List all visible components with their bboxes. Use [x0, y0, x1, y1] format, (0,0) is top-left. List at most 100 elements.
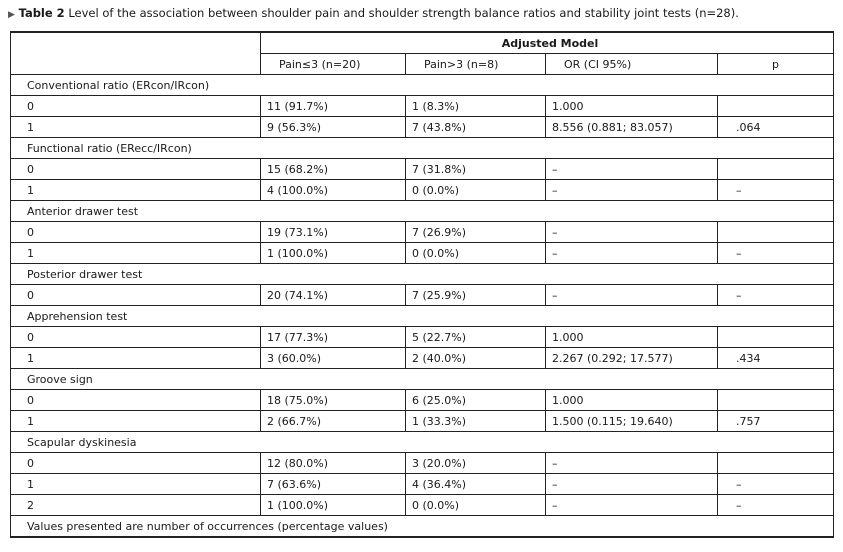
- odds-ratio-cell: 1.000: [545, 326, 718, 348]
- table-row: 0 18 (75.0%) 6 (25.0%) 1.000: [10, 389, 835, 411]
- group-row: Groove sign: [9, 368, 835, 390]
- level-cell: 0: [10, 221, 261, 243]
- pain-low-cell: 4 (100.0%): [260, 179, 406, 201]
- pain-low-cell: 12 (80.0%): [260, 452, 406, 474]
- results-table: Adjusted Model Pain≤3 (n=20) Pain>3 (n=8…: [9, 31, 835, 538]
- level-cell: 1: [10, 179, 261, 201]
- table-row: 0 17 (77.3%) 5 (22.7%) 1.000: [10, 326, 835, 348]
- pain-high-cell: 0 (0.0%): [405, 494, 546, 516]
- pain-high-cell: 0 (0.0%): [405, 242, 546, 264]
- p-value-cell: [716, 389, 835, 411]
- column-header-p: p: [716, 53, 835, 75]
- odds-ratio-cell: –: [545, 473, 718, 495]
- level-cell: 0: [10, 95, 261, 117]
- pain-low-cell: 1 (100.0%): [260, 494, 406, 516]
- pain-low-cell: 7 (63.6%): [260, 473, 406, 495]
- pain-low-cell: 3 (60.0%): [260, 347, 406, 369]
- caption-label: Table 2: [18, 6, 65, 20]
- odds-ratio-cell: –: [545, 158, 718, 180]
- odds-ratio-cell: –: [545, 452, 718, 474]
- group-label: Apprehension test: [9, 305, 835, 327]
- level-cell: 0: [10, 284, 261, 306]
- group-row: Functional ratio (ERecc/IRcon): [9, 137, 835, 159]
- table-row: 0 20 (74.1%) 7 (25.9%) – –: [10, 284, 835, 306]
- level-cell: 1: [10, 242, 261, 264]
- column-header-pain-high: Pain>3 (n=8): [405, 53, 546, 75]
- odds-ratio-cell: –: [545, 179, 718, 201]
- odds-ratio-cell: 1.000: [545, 389, 718, 411]
- level-cell: 0: [10, 158, 261, 180]
- header-empty-cell: [10, 53, 261, 75]
- header-empty-cell: [10, 31, 261, 54]
- odds-ratio-cell: –: [545, 221, 718, 243]
- group-row: Scapular dyskinesia: [9, 431, 835, 453]
- group-row: Anterior drawer test: [9, 200, 835, 222]
- pain-high-cell: 2 (40.0%): [405, 347, 546, 369]
- level-cell: 0: [10, 389, 261, 411]
- pain-low-cell: 15 (68.2%): [260, 158, 406, 180]
- pain-high-cell: 1 (8.3%): [405, 95, 546, 117]
- group-label: Groove sign: [9, 368, 835, 390]
- caption-text: Level of the association between shoulde…: [68, 6, 739, 20]
- pain-low-cell: 18 (75.0%): [260, 389, 406, 411]
- table-footnote: Values presented are number of occurrenc…: [9, 515, 835, 538]
- group-row: Posterior drawer test: [9, 263, 835, 285]
- table-row: 0 15 (68.2%) 7 (31.8%) –: [10, 158, 835, 180]
- level-cell: 0: [10, 326, 261, 348]
- level-cell: 2: [10, 494, 261, 516]
- pain-high-cell: 4 (36.4%): [405, 473, 546, 495]
- level-cell: 1: [10, 116, 261, 138]
- pain-low-cell: 1 (100.0%): [260, 242, 406, 264]
- column-header-or: OR (CI 95%): [545, 53, 718, 75]
- group-label: Posterior drawer test: [9, 263, 835, 285]
- pain-high-cell: 3 (20.0%): [405, 452, 546, 474]
- pain-low-cell: 20 (74.1%): [260, 284, 406, 306]
- odds-ratio-cell: 8.556 (0.881; 83.057): [545, 116, 718, 138]
- odds-ratio-cell: 2.267 (0.292; 17.577): [545, 347, 718, 369]
- table-row: 0 19 (73.1%) 7 (26.9%) –: [10, 221, 835, 243]
- odds-ratio-cell: 1.000: [545, 95, 718, 117]
- odds-ratio-cell: –: [545, 284, 718, 306]
- odds-ratio-cell: –: [545, 242, 718, 264]
- pain-low-cell: 2 (66.7%): [260, 410, 406, 432]
- pain-high-cell: 5 (22.7%): [405, 326, 546, 348]
- results-table-body: Adjusted Model Pain≤3 (n=20) Pain>3 (n=8…: [9, 31, 835, 538]
- p-value-cell: –: [716, 473, 835, 495]
- level-cell: 1: [10, 473, 261, 495]
- p-value-cell: –: [716, 242, 835, 264]
- p-value-cell: .757: [716, 410, 835, 432]
- group-label: Anterior drawer test: [9, 200, 835, 222]
- p-value-cell: –: [716, 179, 835, 201]
- pain-high-cell: 7 (43.8%): [405, 116, 546, 138]
- pain-high-cell: 6 (25.0%): [405, 389, 546, 411]
- p-value-cell: [716, 221, 835, 243]
- pain-high-cell: 1 (33.3%): [405, 410, 546, 432]
- p-value-cell: .064: [716, 116, 835, 138]
- pain-high-cell: 7 (26.9%): [405, 221, 546, 243]
- p-value-cell: [716, 158, 835, 180]
- table-row: 0 12 (80.0%) 3 (20.0%) –: [10, 452, 835, 474]
- pain-low-cell: 17 (77.3%): [260, 326, 406, 348]
- pain-high-cell: 7 (25.9%): [405, 284, 546, 306]
- p-value-cell: [716, 452, 835, 474]
- odds-ratio-cell: –: [545, 494, 718, 516]
- p-value-cell: –: [716, 284, 835, 306]
- p-value-cell: [716, 95, 835, 117]
- pain-low-cell: 9 (56.3%): [260, 116, 406, 138]
- group-row: Conventional ratio (ERcon/IRcon): [9, 74, 835, 96]
- pain-low-cell: 11 (91.7%): [260, 95, 406, 117]
- header-row-model: Adjusted Model: [10, 31, 835, 54]
- group-label: Functional ratio (ERecc/IRcon): [9, 137, 835, 159]
- p-value-cell: .434: [716, 347, 835, 369]
- header-row-columns: Pain≤3 (n=20) Pain>3 (n=8) OR (CI 95%) p: [10, 53, 835, 75]
- odds-ratio-cell: 1.500 (0.115; 19.640): [545, 410, 718, 432]
- adjusted-model-header: Adjusted Model: [259, 31, 835, 54]
- footnote-row: Values presented are number of occurrenc…: [9, 515, 835, 538]
- group-row: Apprehension test: [9, 305, 835, 327]
